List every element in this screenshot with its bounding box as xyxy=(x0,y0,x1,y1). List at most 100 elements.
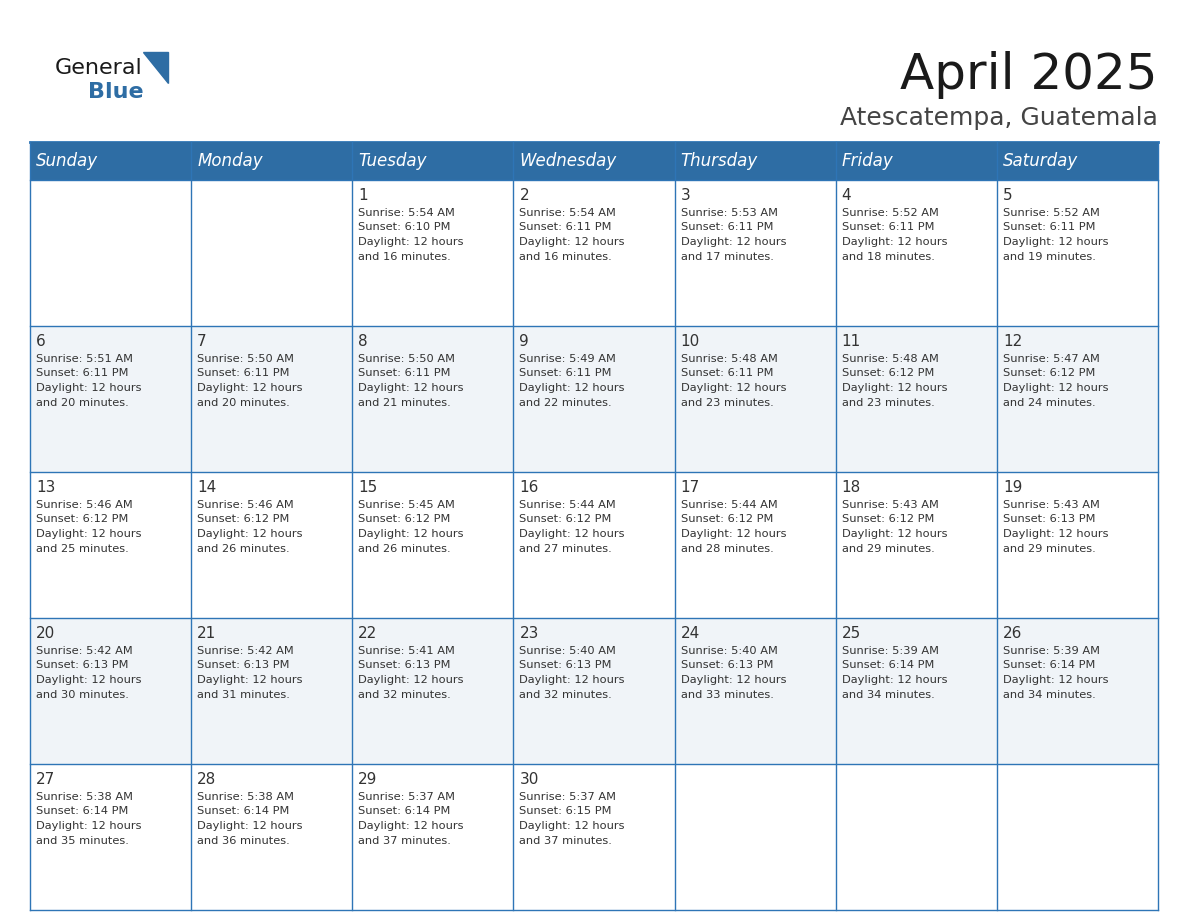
Text: and 18 minutes.: and 18 minutes. xyxy=(842,252,935,262)
Text: 11: 11 xyxy=(842,334,861,349)
Text: 5: 5 xyxy=(1003,188,1012,203)
Text: Daylight: 12 hours: Daylight: 12 hours xyxy=(359,383,463,393)
Text: and 27 minutes.: and 27 minutes. xyxy=(519,543,612,554)
Text: and 29 minutes.: and 29 minutes. xyxy=(842,543,935,554)
Text: Sunrise: 5:46 AM: Sunrise: 5:46 AM xyxy=(36,500,133,510)
Text: Sunrise: 5:38 AM: Sunrise: 5:38 AM xyxy=(197,792,295,802)
Text: and 22 minutes.: and 22 minutes. xyxy=(519,397,612,408)
Text: Sunset: 6:12 PM: Sunset: 6:12 PM xyxy=(359,514,450,524)
Bar xyxy=(30,764,1158,910)
Text: Daylight: 12 hours: Daylight: 12 hours xyxy=(519,237,625,247)
Text: 18: 18 xyxy=(842,480,861,495)
Text: Saturday: Saturday xyxy=(1003,152,1078,170)
Text: Sunset: 6:11 PM: Sunset: 6:11 PM xyxy=(681,222,773,232)
Text: Sunrise: 5:46 AM: Sunrise: 5:46 AM xyxy=(197,500,293,510)
Text: Daylight: 12 hours: Daylight: 12 hours xyxy=(842,529,947,539)
Text: Sunrise: 5:42 AM: Sunrise: 5:42 AM xyxy=(197,646,293,656)
Text: and 24 minutes.: and 24 minutes. xyxy=(1003,397,1095,408)
Text: and 23 minutes.: and 23 minutes. xyxy=(842,397,935,408)
Text: Sunrise: 5:39 AM: Sunrise: 5:39 AM xyxy=(1003,646,1100,656)
Text: Sunset: 6:12 PM: Sunset: 6:12 PM xyxy=(519,514,612,524)
Text: Sunrise: 5:39 AM: Sunrise: 5:39 AM xyxy=(842,646,939,656)
Text: Daylight: 12 hours: Daylight: 12 hours xyxy=(681,675,786,685)
Text: Daylight: 12 hours: Daylight: 12 hours xyxy=(197,821,303,831)
Text: and 26 minutes.: and 26 minutes. xyxy=(197,543,290,554)
Text: Sunset: 6:11 PM: Sunset: 6:11 PM xyxy=(842,222,934,232)
Text: 23: 23 xyxy=(519,626,539,641)
Text: Sunrise: 5:43 AM: Sunrise: 5:43 AM xyxy=(842,500,939,510)
Text: Sunset: 6:11 PM: Sunset: 6:11 PM xyxy=(36,368,128,378)
Text: Sunrise: 5:43 AM: Sunrise: 5:43 AM xyxy=(1003,500,1100,510)
Text: Sunset: 6:11 PM: Sunset: 6:11 PM xyxy=(197,368,290,378)
Text: and 28 minutes.: and 28 minutes. xyxy=(681,543,773,554)
Text: Sunset: 6:14 PM: Sunset: 6:14 PM xyxy=(36,807,128,816)
Text: 8: 8 xyxy=(359,334,368,349)
Text: Sunset: 6:12 PM: Sunset: 6:12 PM xyxy=(1003,368,1095,378)
Text: 22: 22 xyxy=(359,626,378,641)
Text: and 34 minutes.: and 34 minutes. xyxy=(842,689,935,700)
Text: Daylight: 12 hours: Daylight: 12 hours xyxy=(1003,529,1108,539)
Text: and 34 minutes.: and 34 minutes. xyxy=(1003,689,1095,700)
Text: Sunrise: 5:52 AM: Sunrise: 5:52 AM xyxy=(842,208,939,218)
Text: Sunset: 6:12 PM: Sunset: 6:12 PM xyxy=(842,514,934,524)
Text: Daylight: 12 hours: Daylight: 12 hours xyxy=(1003,237,1108,247)
Text: Daylight: 12 hours: Daylight: 12 hours xyxy=(36,529,141,539)
Text: Wednesday: Wednesday xyxy=(519,152,617,170)
Text: 24: 24 xyxy=(681,626,700,641)
Text: Sunset: 6:11 PM: Sunset: 6:11 PM xyxy=(519,368,612,378)
Text: Sunset: 6:11 PM: Sunset: 6:11 PM xyxy=(519,222,612,232)
Text: Sunset: 6:14 PM: Sunset: 6:14 PM xyxy=(1003,660,1095,670)
Text: Sunrise: 5:42 AM: Sunrise: 5:42 AM xyxy=(36,646,133,656)
Text: Daylight: 12 hours: Daylight: 12 hours xyxy=(681,529,786,539)
Text: Blue: Blue xyxy=(88,82,144,102)
Text: Daylight: 12 hours: Daylight: 12 hours xyxy=(36,821,141,831)
Text: 17: 17 xyxy=(681,480,700,495)
Text: Sunrise: 5:53 AM: Sunrise: 5:53 AM xyxy=(681,208,778,218)
Text: 4: 4 xyxy=(842,188,852,203)
Text: Sunrise: 5:45 AM: Sunrise: 5:45 AM xyxy=(359,500,455,510)
Text: Sunrise: 5:37 AM: Sunrise: 5:37 AM xyxy=(359,792,455,802)
Text: 25: 25 xyxy=(842,626,861,641)
Text: Sunrise: 5:44 AM: Sunrise: 5:44 AM xyxy=(681,500,777,510)
Text: 1: 1 xyxy=(359,188,368,203)
Text: Sunrise: 5:47 AM: Sunrise: 5:47 AM xyxy=(1003,354,1100,364)
Text: Sunset: 6:13 PM: Sunset: 6:13 PM xyxy=(681,660,773,670)
Text: Daylight: 12 hours: Daylight: 12 hours xyxy=(359,675,463,685)
Text: Sunset: 6:12 PM: Sunset: 6:12 PM xyxy=(681,514,773,524)
Text: Sunset: 6:12 PM: Sunset: 6:12 PM xyxy=(842,368,934,378)
Bar xyxy=(30,472,1158,618)
Text: Daylight: 12 hours: Daylight: 12 hours xyxy=(842,237,947,247)
Text: 13: 13 xyxy=(36,480,56,495)
Text: 29: 29 xyxy=(359,772,378,787)
Text: Sunrise: 5:51 AM: Sunrise: 5:51 AM xyxy=(36,354,133,364)
Text: Thursday: Thursday xyxy=(681,152,758,170)
Text: 28: 28 xyxy=(197,772,216,787)
Text: Friday: Friday xyxy=(842,152,893,170)
Text: Daylight: 12 hours: Daylight: 12 hours xyxy=(1003,675,1108,685)
Text: Daylight: 12 hours: Daylight: 12 hours xyxy=(519,675,625,685)
Text: and 36 minutes.: and 36 minutes. xyxy=(197,835,290,845)
Text: 10: 10 xyxy=(681,334,700,349)
Text: Daylight: 12 hours: Daylight: 12 hours xyxy=(36,675,141,685)
Text: General: General xyxy=(55,58,143,78)
Text: 9: 9 xyxy=(519,334,529,349)
Text: Sunset: 6:11 PM: Sunset: 6:11 PM xyxy=(681,368,773,378)
Text: Sunrise: 5:54 AM: Sunrise: 5:54 AM xyxy=(359,208,455,218)
Text: Sunset: 6:13 PM: Sunset: 6:13 PM xyxy=(519,660,612,670)
Text: 30: 30 xyxy=(519,772,539,787)
Text: Daylight: 12 hours: Daylight: 12 hours xyxy=(681,237,786,247)
Text: and 37 minutes.: and 37 minutes. xyxy=(519,835,612,845)
Text: Sunrise: 5:48 AM: Sunrise: 5:48 AM xyxy=(842,354,939,364)
Bar xyxy=(30,142,1158,180)
Text: Sunset: 6:13 PM: Sunset: 6:13 PM xyxy=(359,660,450,670)
Bar xyxy=(30,180,1158,326)
Text: Daylight: 12 hours: Daylight: 12 hours xyxy=(842,383,947,393)
Text: Sunrise: 5:38 AM: Sunrise: 5:38 AM xyxy=(36,792,133,802)
Text: April 2025: April 2025 xyxy=(901,51,1158,99)
Text: and 32 minutes.: and 32 minutes. xyxy=(359,689,451,700)
Text: Daylight: 12 hours: Daylight: 12 hours xyxy=(197,383,303,393)
Text: Tuesday: Tuesday xyxy=(359,152,426,170)
Text: Sunday: Sunday xyxy=(36,152,99,170)
Text: Sunrise: 5:49 AM: Sunrise: 5:49 AM xyxy=(519,354,617,364)
Text: Sunrise: 5:52 AM: Sunrise: 5:52 AM xyxy=(1003,208,1100,218)
